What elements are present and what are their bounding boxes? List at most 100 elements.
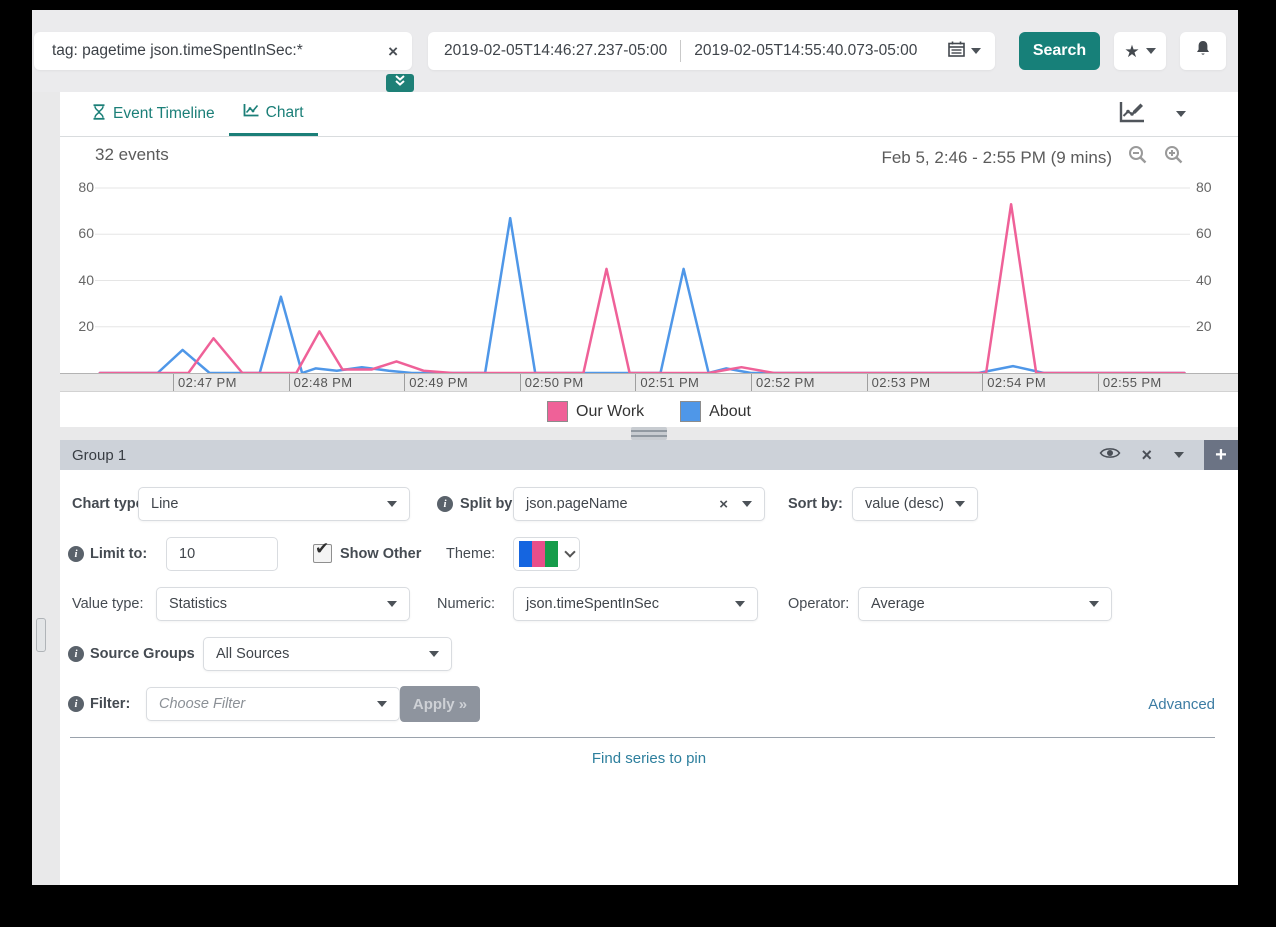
info-icon[interactable]: i <box>68 546 84 562</box>
y-axis-label: 80 <box>1196 179 1212 195</box>
chart-type-select[interactable]: Line <box>138 487 410 521</box>
clear-split-icon[interactable]: × <box>719 495 728 513</box>
close-group-icon[interactable]: × <box>1141 445 1152 465</box>
time-range-label: Feb 5, 2:46 - 2:55 PM (9 mins) <box>881 147 1112 167</box>
y-axis-label: 60 <box>1196 225 1212 242</box>
chart-type-value: Line <box>151 496 179 512</box>
info-icon[interactable]: i <box>68 696 84 712</box>
info-icon[interactable]: i <box>68 646 84 662</box>
chevron-down-icon <box>955 501 965 507</box>
saved-searches-button[interactable]: ★ <box>1114 32 1166 70</box>
eye-icon[interactable] <box>1099 446 1121 465</box>
group-title: Group 1 <box>72 446 127 464</box>
filter-label: Filter: <box>90 696 131 712</box>
split-by-select[interactable]: json.pageName × <box>513 487 765 521</box>
split-by-value: json.pageName <box>526 496 628 512</box>
y-axis-label: 20 <box>78 317 94 334</box>
x-tick-label: 02:51 PM <box>640 375 700 390</box>
alerts-button[interactable] <box>1180 32 1226 70</box>
collapse-group-caret-icon[interactable] <box>1174 452 1184 458</box>
value-type-select[interactable]: Statistics <box>156 587 410 621</box>
x-tick-mark <box>866 374 868 391</box>
zoom-in-icon[interactable] <box>1164 145 1184 170</box>
resize-handle[interactable] <box>631 427 667 440</box>
calendar-caret-icon[interactable] <box>971 48 981 54</box>
limit-input[interactable] <box>166 537 278 571</box>
theme-color <box>545 541 558 567</box>
value-type-label: Value type: <box>72 596 144 612</box>
group-header: Group 1 × + <box>60 440 1238 470</box>
filter-select[interactable]: Choose Filter <box>146 687 400 721</box>
add-group-button[interactable]: + <box>1204 440 1238 470</box>
search-button[interactable]: Search <box>1019 32 1100 70</box>
x-tick-label: 02:47 PM <box>178 375 237 390</box>
x-tick-label: 02:48 PM <box>293 375 353 390</box>
x-tick-mark <box>519 374 521 391</box>
source-groups-select[interactable]: All Sources <box>203 637 452 671</box>
filter-placeholder: Choose Filter <box>159 696 246 712</box>
legend-label: Our Work <box>576 402 645 420</box>
x-tick-label: 02:54 PM <box>987 375 1047 390</box>
theme-color <box>532 541 545 567</box>
theme-color <box>519 541 532 567</box>
apply-button[interactable]: Apply » <box>400 686 480 722</box>
sort-by-select[interactable]: value (desc) <box>852 487 978 521</box>
bell-icon <box>1195 40 1211 63</box>
x-axis-band[interactable]: 02:47 PM 02:48 PM 02:49 PM 02:50 PM 02:51 PM… <box>60 373 1238 392</box>
sidebar-expand-handle[interactable] <box>36 618 46 652</box>
operator-select[interactable]: Average <box>858 587 1112 621</box>
chart-settings-icon[interactable] <box>1118 100 1146 129</box>
expand-search-button[interactable] <box>386 74 414 92</box>
search-input[interactable] <box>52 42 389 60</box>
tab-label: Chart <box>265 103 304 121</box>
line-chart-icon <box>243 103 259 122</box>
theme-swatch <box>519 541 558 567</box>
numeric-value: json.timeSpentInSec <box>526 596 659 612</box>
tab-event-timeline[interactable]: Event Timeline <box>78 92 229 136</box>
view-tabs: Event Timeline Chart <box>60 92 1238 137</box>
app-window: × 2019-02-05T14:46:27.237-05:00 2019-02-… <box>32 10 1238 885</box>
legend-item[interactable]: Our Work <box>547 401 644 422</box>
show-other-checkbox[interactable]: ✔ <box>313 539 332 563</box>
theme-label: Theme: <box>446 546 496 562</box>
legend-item[interactable]: About <box>680 401 751 422</box>
calendar-icon[interactable] <box>948 41 965 62</box>
chevron-down-icon <box>377 701 387 707</box>
info-icon[interactable]: i <box>437 496 453 512</box>
x-tick-mark <box>404 374 406 391</box>
find-series-link[interactable]: Find series to pin <box>591 750 707 767</box>
theme-swatch-button[interactable] <box>513 537 580 571</box>
chart-plot[interactable] <box>60 179 1210 375</box>
time-range-box[interactable]: 2019-02-05T14:46:27.237-05:00 2019-02-05… <box>428 32 995 70</box>
chart-menu-caret-icon[interactable] <box>1176 111 1186 117</box>
chevron-down-icon <box>429 651 439 657</box>
chevron-down-icon <box>742 501 752 507</box>
clear-search-icon[interactable]: × <box>388 41 398 61</box>
start-time[interactable]: 2019-02-05T14:46:27.237-05:00 <box>444 42 668 59</box>
end-time[interactable]: 2019-02-05T14:55:40.073-05:00 <box>694 42 918 59</box>
double-chevron-down-icon <box>393 74 407 92</box>
chart-area: 32 events Feb 5, 2:46 - 2:55 PM (9 mins)… <box>60 137 1238 440</box>
advanced-link[interactable]: Advanced <box>1148 695 1215 713</box>
legend-label: About <box>709 402 751 420</box>
top-bar: × 2019-02-05T14:46:27.237-05:00 2019-02-… <box>32 10 1238 92</box>
chevron-down-icon <box>387 501 397 507</box>
time-divider <box>680 40 682 62</box>
main-content: Event Timeline Chart 32 events Feb 5, 2:… <box>60 92 1238 885</box>
y-axis-label: 20 <box>1196 317 1212 334</box>
tab-chart[interactable]: Chart <box>228 92 318 136</box>
zoom-out-icon[interactable] <box>1128 145 1148 170</box>
search-box[interactable]: × <box>34 32 412 70</box>
show-other-label: Show Other <box>340 546 422 562</box>
x-tick-mark <box>1097 374 1099 391</box>
x-tick-mark <box>635 374 637 391</box>
y-axis-label: 40 <box>78 271 94 288</box>
chevron-down-icon <box>1089 601 1099 607</box>
x-tick-mark <box>173 374 174 391</box>
sort-by-label: Sort by: <box>788 496 843 512</box>
operator-label: Operator: <box>788 596 850 612</box>
left-rail <box>32 92 60 885</box>
y-axis-label: 80 <box>78 179 94 195</box>
limit-to-label: Limit to: <box>90 546 148 562</box>
numeric-select[interactable]: json.timeSpentInSec <box>513 587 758 621</box>
